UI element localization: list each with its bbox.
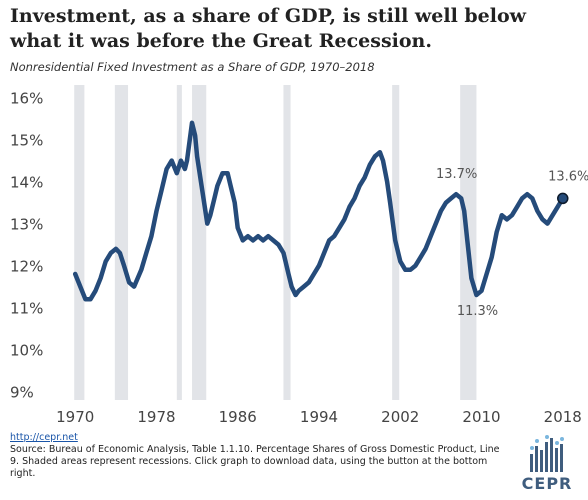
data-label: 13.7% [436,167,477,182]
recession-band [176,85,182,400]
investment-line-chart[interactable]: 9% 10% 11% 12% 13% 14% 15% 16% 1970 1978 1986 1994… [0,0,588,432]
cepr-logo[interactable]: CEPR [516,434,578,494]
data-label: 13.6% [548,169,588,184]
series-line [72,120,566,302]
recession-band [192,85,207,400]
x-tick-label: 1986 [219,408,257,426]
recession-band [283,85,291,400]
x-tick-label: 1970 [56,408,94,426]
y-tick-label: 13% [10,216,43,234]
y-axis-ticks: 9% 10% 11% 12% 13% 14% 15% 16% [10,90,43,402]
y-tick-label: 16% [10,90,43,108]
series-layer [72,120,569,302]
x-tick-label: 2010 [462,408,500,426]
x-tick-label: 2018 [544,408,582,426]
cepr-link[interactable]: http://cepr.net [10,432,78,443]
latest-point-marker[interactable] [557,192,569,205]
logo-bars-icon [530,435,564,472]
chart-title: Investment, as a share of GDP, is still … [10,5,527,52]
x-tick-label: 2002 [381,408,419,426]
y-tick-label: 11% [10,300,43,318]
recession-band [74,85,85,400]
x-tick-label: 1978 [137,408,175,426]
annotations: 13.7% 11.3% 13.6% [436,167,588,319]
x-tick-label: 1994 [300,408,338,426]
logo-text: CEPR [521,474,573,493]
y-tick-label: 14% [10,174,43,192]
y-tick-label: 10% [10,342,43,360]
y-tick-label: 12% [10,258,43,276]
recession-band [114,85,129,400]
footer: http://cepr.net Source: Bureau of Econom… [10,432,500,480]
y-tick-label: 9% [10,384,34,402]
source-note: Source: Bureau of Economic Analysis, Tab… [10,444,500,479]
data-label: 11.3% [457,304,498,319]
y-tick-label: 15% [10,132,43,150]
chart-subtitle: Nonresidential Fixed Investment as a Sha… [10,60,375,74]
x-axis-ticks: 1970 1978 1986 1994 2002 2010 2018 [56,408,582,426]
